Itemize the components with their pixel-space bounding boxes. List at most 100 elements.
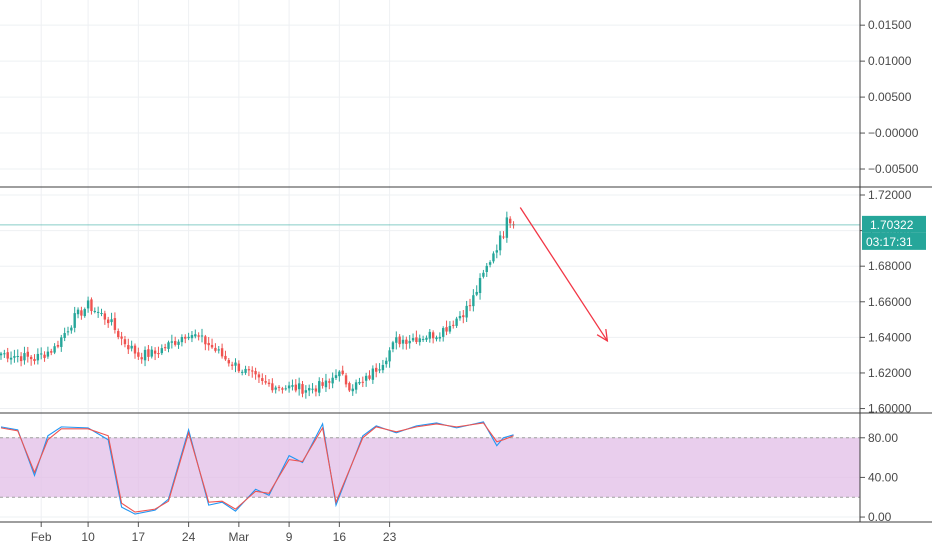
candle[interactable]: [143, 346, 147, 367]
candle[interactable]: [294, 379, 297, 393]
candle[interactable]: [291, 379, 294, 391]
candle[interactable]: [194, 329, 197, 339]
candle[interactable]: [398, 334, 401, 348]
candle[interactable]: [421, 335, 425, 343]
candle[interactable]: [378, 363, 381, 374]
candle[interactable]: [197, 332, 200, 341]
candle[interactable]: [36, 348, 40, 365]
candle[interactable]: [120, 331, 123, 346]
candle[interactable]: [301, 381, 304, 398]
candle[interactable]: [13, 349, 16, 363]
candle[interactable]: [408, 335, 411, 349]
candle[interactable]: [395, 331, 398, 350]
candle[interactable]: [224, 350, 227, 361]
candle[interactable]: [341, 365, 344, 376]
candle[interactable]: [509, 216, 512, 229]
candle[interactable]: [137, 347, 140, 360]
candle[interactable]: [63, 327, 66, 342]
candle[interactable]: [33, 354, 36, 365]
candle[interactable]: [381, 359, 385, 374]
candle[interactable]: [9, 351, 13, 365]
candle[interactable]: [73, 306, 76, 333]
candle[interactable]: [86, 296, 90, 313]
candle[interactable]: [364, 372, 368, 387]
candle[interactable]: [328, 378, 331, 390]
candle[interactable]: [230, 361, 234, 370]
candle[interactable]: [133, 343, 137, 359]
candle[interactable]: [361, 376, 364, 388]
candle[interactable]: [405, 336, 408, 350]
candle[interactable]: [60, 334, 63, 352]
candle[interactable]: [505, 211, 509, 243]
candle[interactable]: [428, 329, 431, 343]
candle[interactable]: [163, 343, 167, 351]
candle[interactable]: [485, 262, 488, 277]
candle[interactable]: [207, 337, 210, 351]
candle[interactable]: [297, 377, 301, 396]
candle[interactable]: [153, 347, 157, 361]
candle[interactable]: [117, 328, 120, 340]
candle[interactable]: [107, 316, 110, 328]
candle[interactable]: [411, 333, 415, 343]
candle[interactable]: [284, 385, 287, 391]
candle[interactable]: [83, 307, 86, 318]
candle[interactable]: [113, 312, 117, 334]
candle[interactable]: [251, 366, 254, 378]
candle[interactable]: [26, 346, 29, 363]
candle[interactable]: [220, 343, 224, 359]
candle[interactable]: [452, 320, 455, 329]
candle[interactable]: [127, 338, 130, 354]
candle[interactable]: [495, 244, 498, 259]
candle[interactable]: [210, 338, 214, 349]
candle[interactable]: [462, 310, 465, 324]
candle[interactable]: [157, 346, 160, 358]
candle[interactable]: [455, 316, 458, 328]
candle[interactable]: [492, 251, 495, 264]
candle[interactable]: [311, 383, 314, 394]
candle[interactable]: [180, 334, 184, 347]
candle[interactable]: [204, 334, 207, 351]
candle[interactable]: [150, 346, 153, 359]
candle[interactable]: [103, 310, 107, 325]
candle[interactable]: [3, 349, 6, 358]
candle[interactable]: [190, 331, 194, 343]
candle[interactable]: [267, 378, 271, 387]
candle[interactable]: [214, 343, 217, 353]
candle[interactable]: [271, 378, 274, 393]
price-tag[interactable]: 1.70322: [862, 215, 926, 233]
candle[interactable]: [0, 351, 3, 360]
candle[interactable]: [96, 306, 100, 318]
candle[interactable]: [46, 346, 50, 359]
candle[interactable]: [468, 298, 472, 312]
candle[interactable]: [140, 352, 143, 364]
candle[interactable]: [227, 357, 230, 367]
candle[interactable]: [277, 385, 281, 392]
candle[interactable]: [244, 365, 247, 375]
candle[interactable]: [90, 297, 93, 315]
candle[interactable]: [482, 269, 485, 279]
candle[interactable]: [321, 377, 324, 389]
candle[interactable]: [502, 231, 505, 240]
candle[interactable]: [167, 340, 170, 353]
candle[interactable]: [344, 372, 348, 388]
candle[interactable]: [237, 360, 241, 374]
candle[interactable]: [401, 335, 405, 350]
candle[interactable]: [358, 377, 361, 385]
candle[interactable]: [287, 381, 291, 393]
candle[interactable]: [338, 370, 341, 382]
candle[interactable]: [174, 336, 177, 347]
candle[interactable]: [472, 289, 475, 312]
candle[interactable]: [431, 330, 435, 344]
candle[interactable]: [76, 307, 80, 319]
candle[interactable]: [334, 369, 338, 380]
candle[interactable]: [371, 365, 375, 384]
candle[interactable]: [385, 357, 388, 368]
candle[interactable]: [40, 347, 43, 360]
candle[interactable]: [388, 347, 391, 368]
candle[interactable]: [93, 307, 96, 314]
candle[interactable]: [261, 373, 264, 385]
candle[interactable]: [200, 328, 204, 343]
candle[interactable]: [425, 335, 428, 342]
